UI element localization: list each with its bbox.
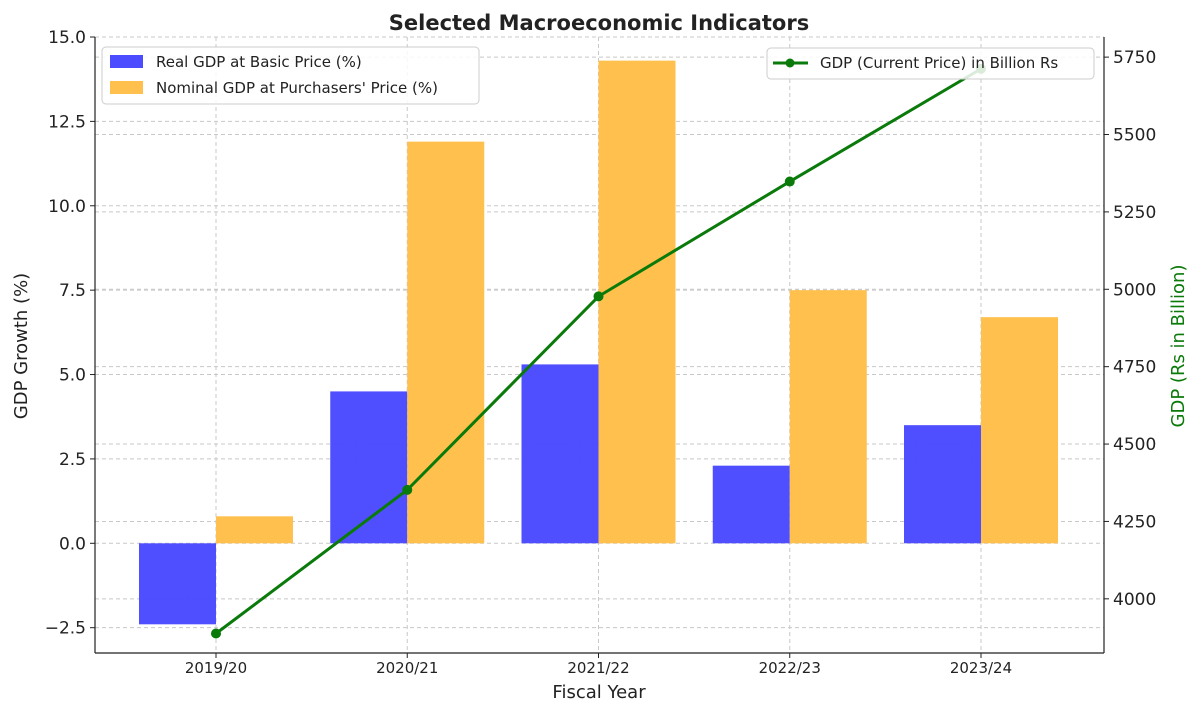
x-tick-label: 2023/24	[950, 659, 1012, 677]
legend-right: GDP (Current Price) in Billion Rs	[766, 47, 1095, 80]
bar-nominal	[216, 516, 293, 544]
right-axis-ticks: 4000 4250 4500 4750 5000 5250 5500 5750	[1104, 48, 1156, 610]
bar-nominal	[981, 317, 1058, 544]
gdp-point	[402, 484, 413, 495]
bar-real	[712, 465, 790, 544]
y2-axis-label: GDP (Rs in Billion)	[1168, 265, 1189, 428]
bar-real	[904, 425, 981, 544]
y2-tick-label: 5500	[1113, 126, 1156, 146]
bar-nominal	[789, 290, 867, 544]
legend-label-gdp: GDP (Current Price) in Billion Rs	[820, 54, 1058, 72]
x-tick-label: 2019/20	[185, 659, 247, 677]
y-tick-label: −2.5	[45, 619, 86, 639]
y2-tick-label: 4500	[1113, 435, 1156, 455]
x-axis-label: Fiscal Year	[552, 682, 646, 703]
y-tick-label: 5.0	[59, 366, 86, 386]
left-axis-ticks: −2.5 0.0 2.5 5.0 7.5 10.0 12.5 15.0	[45, 28, 95, 639]
y-tick-label: 7.5	[59, 281, 86, 301]
y-tick-label: 2.5	[59, 450, 86, 470]
y2-tick-label: 5000	[1113, 280, 1156, 300]
bar-nominal	[598, 60, 676, 544]
y-tick-label: 12.5	[48, 112, 86, 132]
bar-nominal	[407, 141, 485, 544]
bar-real	[139, 543, 216, 625]
gdp-point	[784, 176, 795, 187]
y-axis-label: GDP Growth (%)	[11, 273, 32, 419]
y-tick-label: 15.0	[48, 28, 86, 48]
legend-label-nominal: Nominal GDP at Purchasers' Price (%)	[156, 79, 438, 97]
bars	[139, 60, 1058, 625]
x-axis-ticks: 2019/20 2020/21 2021/22 2022/23 2023/24	[185, 653, 1012, 677]
gdp-point	[211, 628, 221, 639]
y2-tick-label: 4250	[1113, 512, 1156, 532]
y2-tick-label: 4000	[1113, 590, 1156, 610]
y-tick-label: 0.0	[59, 534, 86, 554]
y2-tick-label: 5750	[1113, 48, 1156, 68]
y2-tick-label: 4750	[1113, 358, 1156, 378]
x-tick-label: 2021/22	[567, 659, 629, 677]
bar-real	[521, 364, 599, 544]
y2-tick-label: 5250	[1113, 203, 1156, 223]
x-tick-label: 2022/23	[759, 659, 821, 677]
legend-label-real: Real GDP at Basic Price (%)	[156, 53, 362, 71]
gdp-point	[593, 291, 604, 302]
chart-title: Selected Macroeconomic Indicators	[389, 11, 809, 35]
legend-swatch-real	[110, 55, 143, 68]
x-tick-label: 2020/21	[376, 659, 438, 677]
legend-swatch-nominal	[110, 81, 143, 94]
legend-marker-gdp	[785, 58, 795, 68]
y-tick-label: 10.0	[48, 197, 86, 217]
legend-left: Real GDP at Basic Price (%) Nominal GDP …	[101, 46, 480, 105]
